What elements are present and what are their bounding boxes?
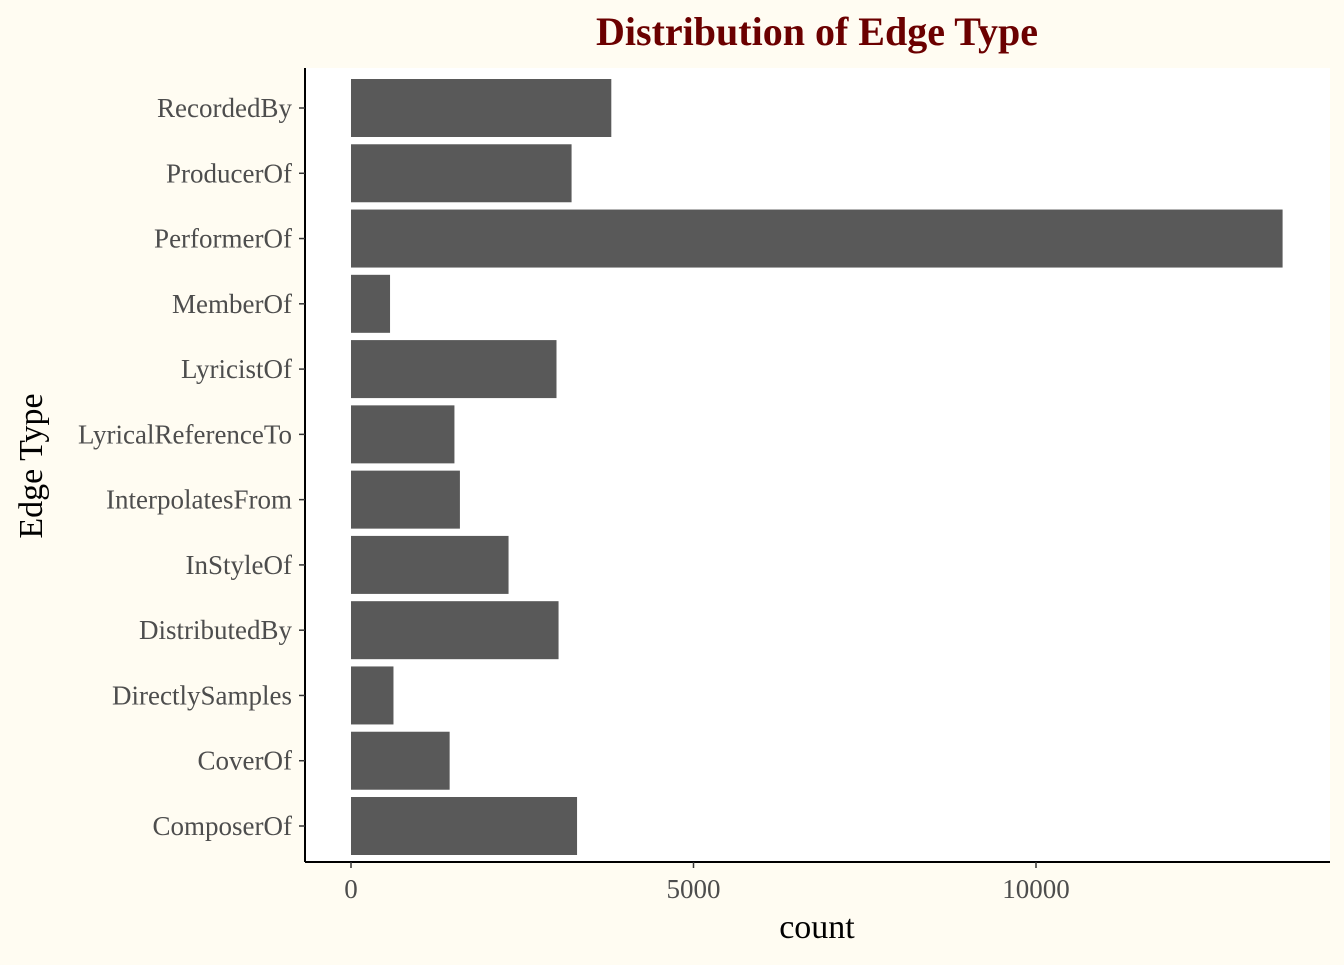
x-tick-label: 5000 bbox=[667, 874, 721, 904]
y-tick-label: LyricalReferenceTo bbox=[78, 419, 292, 449]
bar-ProducerOf bbox=[351, 144, 572, 203]
bar-LyricalReferenceTo bbox=[351, 405, 455, 464]
bar-InterpolatesFrom bbox=[351, 470, 460, 529]
chart-title: Distribution of Edge Type bbox=[596, 9, 1038, 54]
bar-MemberOf bbox=[351, 274, 391, 333]
x-axis-title: count bbox=[779, 909, 855, 946]
x-tick-label: 0 bbox=[344, 874, 358, 904]
bar-LyricistOf bbox=[351, 340, 557, 399]
bar-RecordedBy bbox=[351, 79, 612, 137]
bar-DistributedBy bbox=[351, 601, 559, 660]
y-tick-label: InStyleOf bbox=[186, 550, 292, 580]
x-tick-label: 10000 bbox=[1002, 874, 1070, 904]
y-tick-label: DirectlySamples bbox=[112, 680, 292, 710]
y-tick-label: DistributedBy bbox=[139, 615, 292, 645]
y-tick-label: ComposerOf bbox=[153, 811, 292, 841]
y-axis-ticks: RecordedBy ProducerOf PerformerOf MemberOf L… bbox=[78, 93, 305, 841]
y-tick-label: ProducerOf bbox=[166, 158, 292, 188]
y-tick-label: InterpolatesFrom bbox=[106, 485, 292, 515]
y-tick-label: CoverOf bbox=[198, 746, 292, 776]
y-axis-title: Edge Type bbox=[13, 393, 50, 538]
y-tick-label: RecordedBy bbox=[157, 93, 292, 123]
x-axis-ticks: 0 5000 10000 bbox=[344, 862, 1070, 904]
bars-group bbox=[351, 79, 1283, 855]
bar-DirectlySamples bbox=[351, 666, 394, 725]
bar-PerformerOf bbox=[351, 209, 1283, 268]
bar-InStyleOf bbox=[351, 535, 509, 594]
bar-ComposerOf bbox=[351, 797, 578, 855]
y-tick-label: MemberOf bbox=[172, 289, 292, 319]
axes-group bbox=[304, 68, 1330, 863]
bar-CoverOf bbox=[351, 731, 450, 790]
y-tick-label: LyricistOf bbox=[181, 354, 292, 384]
y-tick-label: PerformerOf bbox=[154, 224, 292, 254]
